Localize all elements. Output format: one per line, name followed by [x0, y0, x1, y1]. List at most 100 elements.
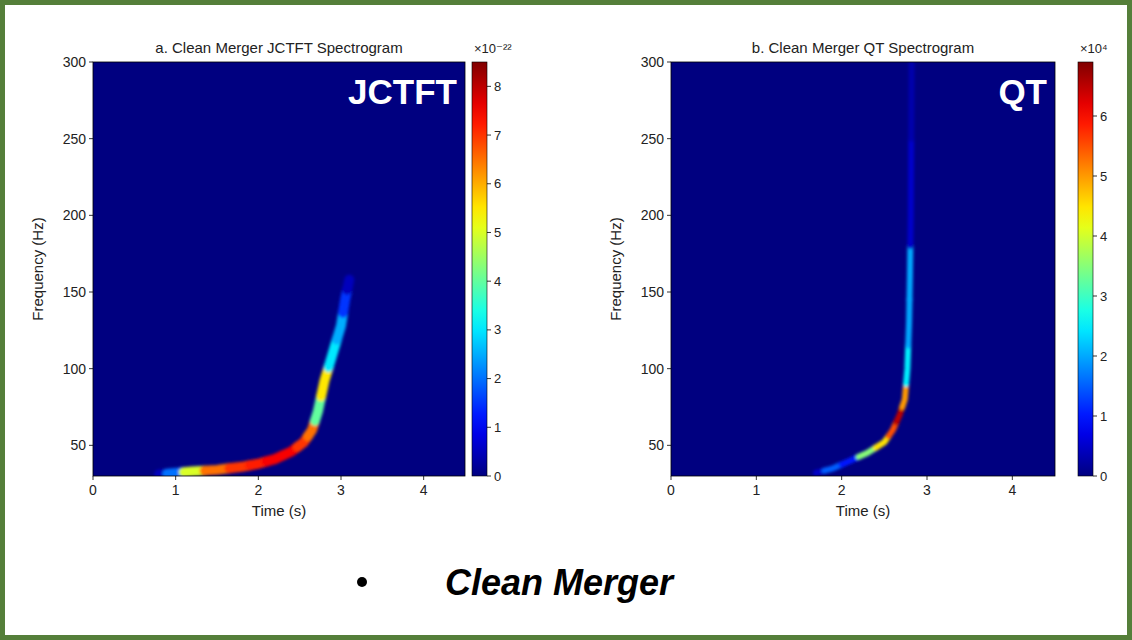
- y-tick: [667, 62, 671, 63]
- colorbar-tick-label: 7: [494, 128, 501, 143]
- y-tick-label: 200: [63, 207, 87, 223]
- x-tick: [1012, 476, 1013, 480]
- colorbar-tick-label: 5: [1100, 169, 1107, 184]
- colorbar-tick: [487, 281, 491, 282]
- track-segment: [908, 300, 909, 346]
- colorbar-tick: [1093, 356, 1097, 357]
- colorbar-tick-label: 4: [1100, 229, 1107, 244]
- panel: 0123450100150200250300Time (s)Frequency …: [29, 39, 512, 519]
- colorbar-tick: [487, 232, 491, 233]
- track: [159, 280, 349, 475]
- track-segment: [908, 62, 914, 139]
- colorbar-tick-label: 0: [1100, 469, 1107, 484]
- colorbar-tick: [487, 86, 491, 87]
- y-tick: [667, 445, 671, 446]
- x-tick: [671, 476, 672, 480]
- y-tick: [667, 368, 671, 369]
- x-tick-label: 2: [254, 482, 262, 498]
- x-tick: [93, 476, 94, 480]
- x-tick: [841, 476, 842, 480]
- y-tick: [89, 445, 93, 446]
- colorbar-tick: [1093, 476, 1097, 477]
- x-tick-label: 1: [172, 482, 180, 498]
- y-tick-label: 250: [63, 131, 87, 147]
- plot-clip: [159, 280, 349, 475]
- y-tick-label: 300: [641, 54, 665, 70]
- y-tick-label: 250: [641, 131, 665, 147]
- colorbar-tick-label: 2: [1100, 349, 1107, 364]
- y-tick-label: 150: [641, 284, 665, 300]
- colorbar-tick-label: 1: [1100, 409, 1107, 424]
- y-axis-label: Frequency (Hz): [607, 217, 624, 320]
- y-tick: [89, 62, 93, 63]
- x-tick-label: 4: [1008, 482, 1016, 498]
- colorbar-tick: [1093, 416, 1097, 417]
- x-tick: [423, 476, 424, 480]
- y-tick: [667, 215, 671, 216]
- x-tick: [341, 476, 342, 480]
- track-segment: [907, 246, 914, 300]
- colorbar-tick-label: 4: [494, 274, 501, 289]
- colorbar-tick: [487, 329, 491, 330]
- colorbar-multiplier: ×10⁻²²: [474, 41, 512, 56]
- y-tick: [89, 292, 93, 293]
- x-tick-label: 1: [752, 482, 760, 498]
- plot-area: [671, 62, 1055, 476]
- y-tick-label: 50: [648, 437, 664, 453]
- colorbar: [1078, 62, 1093, 476]
- plot-frame: [671, 62, 1055, 476]
- colorbar-tick-label: 3: [494, 322, 501, 337]
- y-tick: [89, 368, 93, 369]
- colorbar-tick-label: 0: [494, 469, 501, 484]
- frame-border: [3, 3, 1130, 638]
- y-tick-label: 100: [641, 361, 665, 377]
- x-tick-label: 0: [89, 482, 97, 498]
- colorbar-tick-label: 5: [494, 225, 501, 240]
- track-segment: [902, 384, 906, 407]
- y-tick-label: 200: [641, 207, 665, 223]
- y-tick-label: 100: [63, 361, 87, 377]
- figure: 0123450100150200250300Time (s)Frequency …: [0, 0, 1132, 640]
- colorbar-tick-label: 6: [1100, 109, 1107, 124]
- x-tick: [175, 476, 176, 480]
- x-tick: [258, 476, 259, 480]
- caption: Clean Merger: [445, 562, 675, 603]
- x-tick: [927, 476, 928, 480]
- x-tick-label: 3: [337, 482, 345, 498]
- plot-clip: [816, 62, 912, 473]
- x-axis-label: Time (s): [836, 502, 890, 519]
- panel-title: b. Clean Merger QT Spectrogram: [752, 39, 974, 56]
- colorbar: [472, 62, 487, 476]
- panel: 0123450100150200250300Time (s)Frequency …: [607, 39, 1108, 519]
- colorbar-tick: [1093, 176, 1097, 177]
- colorbar-tick-label: 1: [494, 420, 501, 435]
- y-tick: [89, 215, 93, 216]
- background: [0, 0, 1132, 640]
- colorbar-tick: [1093, 296, 1097, 297]
- colorbar-tick: [487, 378, 491, 379]
- colorbar-tick: [1093, 236, 1097, 237]
- y-axis-label: Frequency (Hz): [29, 217, 46, 320]
- panel-title: a. Clean Merger JCTFT Spectrogram: [155, 39, 402, 56]
- colorbar-multiplier: ×10⁴: [1080, 41, 1108, 56]
- colorbar-tick: [487, 135, 491, 136]
- colorbar-tick: [487, 427, 491, 428]
- y-tick-label: 300: [63, 54, 87, 70]
- y-tick-label: 50: [70, 437, 86, 453]
- bullet: [357, 577, 367, 587]
- track-segment: [347, 280, 349, 290]
- x-tick-label: 3: [923, 482, 931, 498]
- method-label: JCTFT: [348, 72, 457, 111]
- x-tick-label: 0: [667, 482, 675, 498]
- x-tick-label: 2: [838, 482, 846, 498]
- colorbar-tick-label: 8: [494, 79, 501, 94]
- colorbar-tick-label: 2: [494, 371, 501, 386]
- colorbar-tick: [487, 476, 491, 477]
- y-tick: [667, 292, 671, 293]
- colorbar-tick: [1093, 116, 1097, 117]
- colorbar-tick: [487, 183, 491, 184]
- track: [816, 62, 912, 473]
- y-tick: [667, 138, 671, 139]
- plot-area: [93, 62, 465, 476]
- y-tick: [89, 138, 93, 139]
